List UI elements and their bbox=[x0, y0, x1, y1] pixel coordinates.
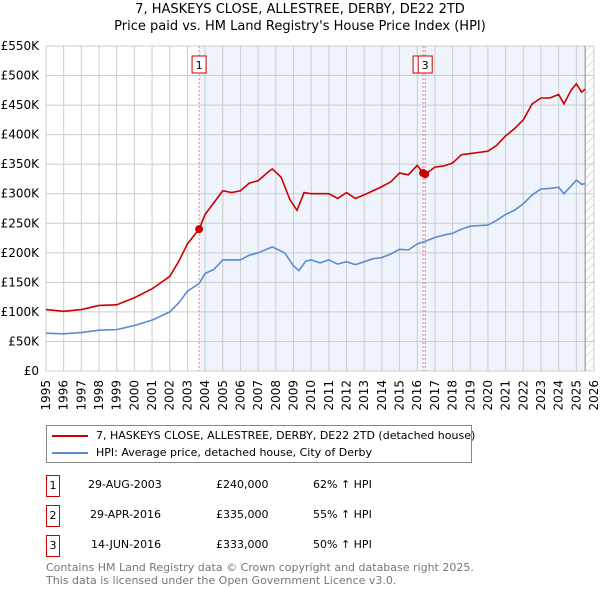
x-tick-label: 2021 bbox=[499, 380, 513, 411]
sale-box-label: 1 bbox=[196, 59, 203, 72]
x-tick-label: 2000 bbox=[127, 380, 141, 411]
y-tick-label: £450K bbox=[1, 98, 41, 112]
x-tick-label: 1999 bbox=[110, 380, 124, 411]
sale-hpi: 50% ↑ HPI bbox=[313, 538, 372, 551]
series-line bbox=[45, 179, 586, 335]
x-tick-label: 2013 bbox=[357, 380, 371, 411]
footer: Contains HM Land Registry data © Crown c… bbox=[46, 561, 474, 587]
x-tick-label: 2009 bbox=[286, 380, 300, 411]
x-tick-label: 2011 bbox=[322, 380, 336, 411]
x-tick-label: 2005 bbox=[216, 380, 230, 411]
sale-row: 1 29-AUG-2003 £240,000 62% ↑ HPI bbox=[46, 475, 466, 497]
y-tick-label: £550K bbox=[1, 39, 41, 53]
x-tick-label: 2010 bbox=[304, 380, 318, 411]
sale-marker-label: 2 bbox=[46, 505, 60, 527]
legend-item-hpi: HPI: Average price, detached house, City… bbox=[52, 444, 372, 461]
sale-box bbox=[191, 55, 207, 74]
y-tick-label: £400K bbox=[1, 128, 41, 142]
x-tick-label: 1998 bbox=[92, 380, 106, 411]
x-tick-label: 2002 bbox=[163, 380, 177, 411]
plot-area: 1995 1996 1997 1998 1999 2000 2001 2002 2003 2004… bbox=[1, 39, 600, 411]
sale-price: £333,000 bbox=[216, 538, 269, 551]
sale-row: 3 14-JUN-2016 £333,000 50% ↑ HPI bbox=[46, 535, 466, 557]
x-tick-label: 2008 bbox=[269, 380, 283, 411]
x-tick-label: 2025 bbox=[569, 380, 583, 411]
sale-hpi: 62% ↑ HPI bbox=[313, 478, 372, 491]
legend-swatch-blue bbox=[52, 451, 88, 454]
x-tick-label: 2018 bbox=[446, 380, 460, 411]
x-tick-label: 1997 bbox=[74, 380, 88, 411]
chart-title: 7, HASKEYS CLOSE, ALLESTREE, DERBY, DE22… bbox=[135, 2, 465, 17]
x-tick-label: 2007 bbox=[251, 380, 265, 411]
y-tick-label: £500K bbox=[1, 69, 41, 83]
sale-price: £240,000 bbox=[216, 478, 269, 491]
x-tick-label: 1996 bbox=[57, 380, 71, 411]
x-tick-label: 2001 bbox=[145, 380, 159, 411]
sale-marker-label: 1 bbox=[46, 475, 60, 497]
x-tick-label: 2024 bbox=[552, 380, 566, 411]
legend: 7, HASKEYS CLOSE, ALLESTREE, DERBY, DE22… bbox=[46, 425, 475, 463]
sale-row: 2 29-APR-2016 £335,000 55% ↑ HPI bbox=[46, 505, 466, 527]
series-line bbox=[45, 82, 586, 313]
sale-date: 29-AUG-2003 bbox=[88, 478, 162, 491]
legend-label: 7, HASKEYS CLOSE, ALLESTREE, DERBY, DE22… bbox=[96, 429, 476, 442]
x-tick-label: 2014 bbox=[375, 380, 389, 411]
x-tick-label: 2003 bbox=[180, 380, 194, 411]
y-tick-label: £100K bbox=[1, 305, 41, 319]
sale-box-label: 3 bbox=[422, 59, 429, 72]
x-tick-label: 2006 bbox=[233, 380, 247, 411]
sale-date: 29-APR-2016 bbox=[90, 508, 162, 521]
legend-swatch-red bbox=[52, 434, 88, 437]
footer-line: Contains HM Land Registry data © Crown c… bbox=[46, 561, 474, 574]
y-tick-label: £150K bbox=[1, 275, 41, 289]
x-tick-label: 2022 bbox=[516, 380, 530, 411]
sale-point bbox=[195, 225, 204, 234]
x-tick-label: 2020 bbox=[481, 380, 495, 411]
y-tick-label: £300K bbox=[1, 187, 41, 201]
sale-price: £335,000 bbox=[216, 508, 269, 521]
y-tick-label: £200K bbox=[1, 246, 41, 260]
footer-line: This data is licensed under the Open Gov… bbox=[46, 574, 397, 587]
x-tick-label: 2004 bbox=[198, 380, 212, 411]
sale-hpi: 55% ↑ HPI bbox=[313, 508, 372, 521]
y-tick-label: £0 bbox=[24, 364, 39, 378]
x-tick-label: 2019 bbox=[463, 380, 477, 411]
y-tick-label: £250K bbox=[1, 216, 41, 230]
y-tick-label: £350K bbox=[1, 157, 41, 171]
x-tick-label: 2015 bbox=[393, 380, 407, 411]
chart-subtitle: Price paid vs. HM Land Registry's House … bbox=[114, 19, 486, 34]
x-tick-label: 1995 bbox=[39, 380, 53, 411]
sale-marker-label: 3 bbox=[46, 535, 60, 557]
x-tick-label: 2023 bbox=[534, 380, 548, 411]
sale-point bbox=[421, 170, 430, 179]
x-tick-label: 2026 bbox=[587, 380, 600, 411]
x-tick-label: 2017 bbox=[428, 380, 442, 411]
forecast-hatch bbox=[585, 46, 594, 371]
sale-box bbox=[417, 55, 433, 74]
x-tick-label: 2012 bbox=[340, 380, 354, 411]
legend-item-property: 7, HASKEYS CLOSE, ALLESTREE, DERBY, DE22… bbox=[52, 427, 475, 444]
legend-label: HPI: Average price, detached house, City… bbox=[96, 446, 373, 459]
shaded-period bbox=[199, 46, 586, 371]
x-tick-label: 2016 bbox=[410, 380, 424, 411]
sale-date: 14-JUN-2016 bbox=[91, 538, 162, 551]
y-tick-label: £50K bbox=[8, 334, 40, 348]
